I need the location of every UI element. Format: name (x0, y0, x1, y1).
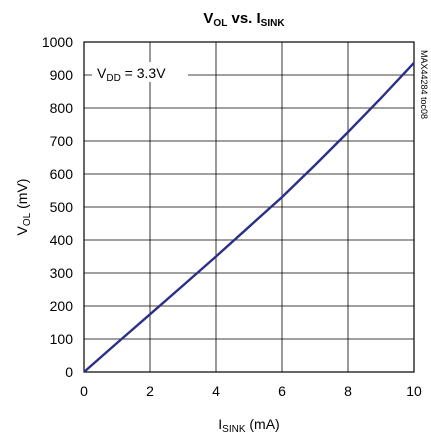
series-line (83, 61, 415, 373)
y-tick-label: 700 (50, 133, 74, 149)
x-tick-label: 0 (80, 383, 88, 399)
series-layer (83, 61, 415, 373)
y-tick-label: 200 (50, 298, 74, 314)
x-axis-label: ISINK (mA) (218, 416, 279, 435)
y-tick-label: 1000 (42, 34, 73, 50)
vdd-annotation: VDD = 3.3V (97, 65, 166, 84)
y-tick-labels: 0 100 200 300 400 500 600 700 800 900 1000 (42, 34, 73, 380)
x-tick-labels: 0 2 4 6 8 10 (80, 383, 422, 399)
y-tick-label: 600 (50, 166, 74, 182)
x-tick-label: 4 (212, 383, 220, 399)
x-tick-label: 8 (344, 383, 352, 399)
annotation-background (92, 62, 188, 82)
x-tick-label: 10 (406, 383, 422, 399)
y-tick-label: 500 (50, 199, 74, 215)
x-tick-label: 6 (278, 383, 286, 399)
plot-frame (83, 41, 415, 373)
grid-lines (83, 41, 415, 373)
y-tick-label: 900 (50, 67, 74, 83)
chart-title: VOL vs. ISINK (203, 10, 285, 29)
y-tick-label: 0 (65, 364, 73, 380)
y-tick-label: 800 (50, 100, 74, 116)
y-tick-label: 300 (50, 265, 74, 281)
x-tick-label: 2 (146, 383, 154, 399)
y-axis-label: VOL (mV) (14, 179, 33, 236)
figure-id-label: MAX44284 toc08 (419, 50, 429, 119)
y-tick-label: 100 (50, 331, 74, 347)
y-tick-label: 400 (50, 232, 74, 248)
